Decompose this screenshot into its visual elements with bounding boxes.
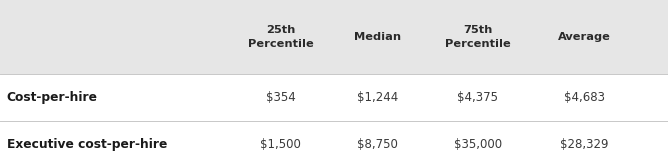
Text: $35,000: $35,000 [454, 138, 502, 151]
Text: $4,375: $4,375 [457, 91, 498, 104]
Text: Average: Average [558, 32, 611, 42]
Text: $354: $354 [266, 91, 295, 104]
Text: $28,329: $28,329 [560, 138, 609, 151]
Text: $1,500: $1,500 [260, 138, 301, 151]
Bar [0, 121, 668, 168]
Text: $1,244: $1,244 [357, 91, 398, 104]
Text: 25th
Percentile: 25th Percentile [248, 25, 313, 49]
Text: Median: Median [354, 32, 401, 42]
Text: $4,683: $4,683 [564, 91, 605, 104]
Text: $8,750: $8,750 [357, 138, 398, 151]
Text: Cost-per-hire: Cost-per-hire [7, 91, 98, 104]
Text: Executive cost-per-hire: Executive cost-per-hire [7, 138, 167, 151]
Bar [0, 74, 668, 121]
Text: 75th
Percentile: 75th Percentile [445, 25, 510, 49]
